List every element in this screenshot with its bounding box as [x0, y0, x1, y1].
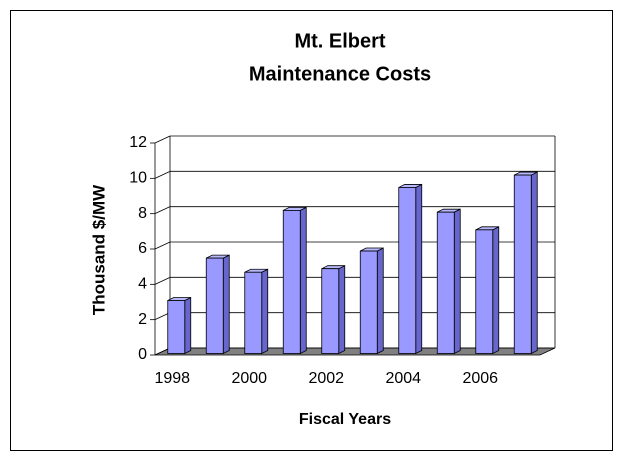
x-tick-label: 2006	[462, 370, 498, 387]
grid-line	[154, 135, 171, 144]
y-tick-label: 6	[138, 240, 147, 257]
bar	[167, 296, 192, 355]
bar	[359, 247, 384, 355]
y-tick-label: 2	[138, 311, 147, 328]
grid-line	[154, 170, 171, 179]
grid-line	[154, 206, 171, 215]
x-tick-label: 1998	[154, 370, 190, 387]
bar-front	[436, 211, 455, 354]
y-tick-label: 8	[138, 205, 147, 222]
bar-front	[282, 209, 301, 354]
bar-front	[359, 250, 378, 354]
y-tick-label: 0	[138, 346, 147, 363]
chart-title: Maintenance Costs	[249, 63, 431, 85]
bar-front	[475, 229, 494, 354]
bar-side	[299, 206, 307, 355]
x-tick-label: 2002	[308, 370, 344, 387]
y-tick-label: 10	[129, 170, 147, 187]
bar-side	[376, 247, 384, 355]
y-tick-label: 12	[129, 134, 147, 151]
bar	[282, 206, 307, 355]
bar	[321, 265, 346, 355]
grid-line	[154, 241, 171, 250]
bar-side	[530, 171, 538, 355]
bar	[513, 171, 538, 355]
x-tick-label: 2004	[385, 370, 421, 387]
bar-front	[205, 257, 224, 354]
bar-side	[453, 208, 461, 355]
bar	[398, 183, 423, 355]
bar-side	[261, 268, 269, 355]
y-tick-label: 4	[138, 276, 147, 293]
y-axis-label: Thousand $/MW	[89, 184, 108, 315]
grid-line	[154, 276, 171, 285]
x-tick-label: 2000	[231, 370, 267, 387]
chart-title: Mt. Elbert	[294, 30, 385, 52]
bar-front	[398, 187, 417, 354]
x-axis-label: Fiscal Years	[299, 411, 391, 428]
bar-side	[222, 254, 230, 355]
bar-side	[415, 183, 423, 355]
bar-side	[184, 296, 192, 355]
bar	[244, 268, 269, 355]
chart-border	[10, 10, 613, 451]
bar	[205, 254, 230, 355]
bar-front	[244, 271, 263, 354]
bar	[436, 208, 461, 355]
bar-side	[338, 265, 346, 355]
bar-front	[513, 174, 532, 354]
bar	[475, 226, 500, 355]
bar-side	[492, 226, 500, 355]
bar-front	[167, 300, 186, 354]
bar-front	[321, 268, 340, 354]
